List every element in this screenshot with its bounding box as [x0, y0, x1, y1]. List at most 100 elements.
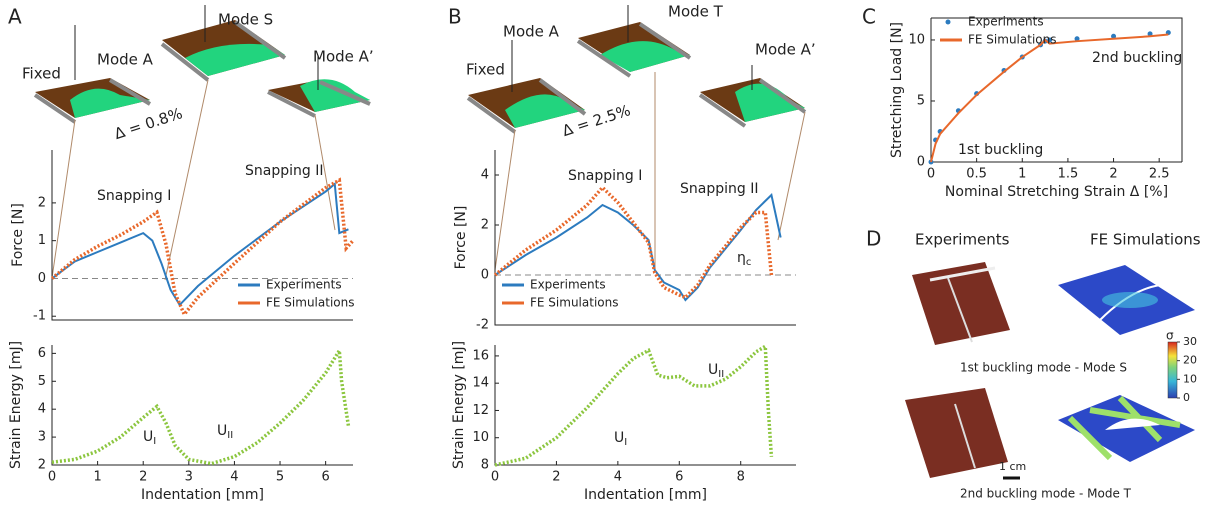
strain-label: Δ = 0.8% — [112, 104, 185, 143]
caption: 1st buckling mode - Mode S — [960, 361, 1127, 375]
legend-label: FE Simulations — [530, 296, 618, 310]
y-tick-label: 2 — [38, 458, 46, 473]
colorbar — [1168, 342, 1177, 398]
annotation-subscript: I — [153, 436, 156, 447]
annotation-subscript: II — [718, 369, 724, 380]
legend-swatch — [946, 20, 951, 25]
x-tick-label: 3 — [185, 470, 193, 485]
x-tick-label: 2 — [552, 470, 560, 485]
diagram-label: Fixed — [466, 61, 505, 79]
annotation: 2nd buckling — [1092, 50, 1182, 66]
annotation: Snapping I — [97, 188, 171, 204]
annotation-subscript: c — [746, 257, 752, 268]
plate-diagram — [35, 5, 370, 280]
annotation-text: η — [737, 250, 746, 266]
y-tick-label: 12 — [472, 403, 489, 418]
scale-bar-label: 1 cm — [999, 460, 1026, 473]
annotation: ηc — [737, 250, 751, 268]
diagram-label: Mode S — [218, 11, 273, 29]
annotation: Snapping I — [568, 168, 642, 184]
y-tick-label: 0 — [917, 155, 925, 170]
y-tick-label: 2 — [481, 218, 489, 233]
annotation: UII — [708, 362, 724, 380]
colorbar-tick-label: 20 — [1183, 354, 1197, 367]
x-tick-label: 6 — [675, 470, 683, 485]
y-tick-label: 10 — [908, 32, 925, 47]
annotation-text: U — [614, 430, 624, 446]
y-tick-label: -1 — [33, 309, 46, 324]
annotation-text: U — [708, 362, 718, 378]
x-tick-label: 0.5 — [966, 167, 987, 182]
annotation-text: 2nd buckling — [1092, 50, 1182, 66]
x-axis-label: Nominal Stretching Strain Δ [%] — [945, 184, 1168, 200]
diagram-label: Mode T — [668, 3, 724, 21]
x-axis-label: Indentation [mm] — [141, 487, 264, 503]
x-tick-label: 6 — [321, 470, 329, 485]
figure: A B C D Fixed Mode A Mode S Mode A’ Δ = 0.8%… — [0, 0, 1220, 510]
y-axis-label: Stretching Load [N] — [889, 22, 905, 158]
annotation: Snapping II — [245, 163, 323, 179]
x-tick-label: 2 — [139, 470, 147, 485]
y-tick-label: 1 — [38, 233, 46, 248]
annotation-text: Snapping I — [568, 168, 642, 184]
y-tick-label: 5 — [917, 93, 925, 108]
x-tick-label: 2 — [1109, 167, 1117, 182]
x-tick-label: 4 — [230, 470, 238, 485]
y-tick-label: 2 — [38, 195, 46, 210]
y-axis-label: Force [N] — [10, 203, 26, 267]
x-tick-label: 5 — [276, 470, 284, 485]
column-title: FE Simulations — [1090, 231, 1201, 249]
annotation-text: 1st buckling — [958, 142, 1043, 158]
x-tick-label: 1.5 — [1058, 167, 1079, 182]
annotation: Snapping II — [680, 181, 758, 197]
annotation: 1st buckling — [958, 142, 1043, 158]
column-title: Experiments — [915, 231, 1010, 249]
y-tick-label: 4 — [38, 402, 46, 417]
panel-label: A — [8, 5, 22, 29]
annotation-text: U — [143, 429, 153, 445]
data-line — [52, 351, 348, 464]
diagram-label: Mode A — [503, 23, 560, 41]
annotation-text: Snapping II — [680, 181, 758, 197]
y-axis-label: Strain Energy [mJ] — [8, 341, 24, 469]
y-tick-label: 0 — [38, 271, 46, 286]
x-axis-label: Indentation [mm] — [584, 487, 707, 503]
annotation-text: Snapping I — [97, 188, 171, 204]
x-tick-label: 0 — [48, 470, 56, 485]
y-tick-label: 10 — [472, 430, 489, 445]
diagram-label: Mode A’ — [313, 48, 374, 66]
colorbar-tick-label: 10 — [1183, 372, 1197, 385]
diagram-label: Mode A — [97, 51, 154, 69]
annotation-text: Snapping II — [245, 163, 323, 179]
y-tick-label: 16 — [472, 348, 489, 363]
colorbar-label: σ — [1166, 329, 1174, 343]
y-tick-label: 0 — [481, 268, 489, 283]
annotation-subscript: II — [227, 430, 233, 441]
x-tick-label: 8 — [737, 470, 745, 485]
x-tick-label: 0 — [927, 167, 935, 182]
annotation: UI — [143, 429, 156, 447]
annotation-text: U — [217, 423, 227, 439]
y-tick-label: 4 — [481, 168, 489, 183]
y-tick-label: -2 — [476, 318, 489, 333]
legend-label: Experiments — [266, 278, 342, 292]
annotation-subscript: I — [624, 437, 627, 448]
y-tick-label: 3 — [38, 430, 46, 445]
panel-label: C — [862, 5, 876, 29]
annotation: UI — [614, 430, 627, 448]
panel-label: B — [448, 5, 462, 29]
legend-label: Experiments — [968, 15, 1044, 29]
diagram-label: Mode A’ — [755, 41, 816, 59]
legend-label: FE Simulations — [266, 296, 354, 310]
y-tick-label: 14 — [472, 376, 489, 391]
annotation: UII — [217, 423, 233, 441]
legend-label: FE Simulations — [968, 33, 1056, 47]
legend-label: Experiments — [530, 278, 606, 292]
panel-label: D — [866, 227, 881, 251]
x-tick-label: 4 — [614, 470, 622, 485]
y-tick-label: 6 — [38, 346, 46, 361]
colorbar-tick-label: 0 — [1183, 391, 1190, 404]
x-tick-label: 1 — [93, 470, 101, 485]
y-tick-label: 8 — [481, 458, 489, 473]
y-tick-label: 5 — [38, 374, 46, 389]
